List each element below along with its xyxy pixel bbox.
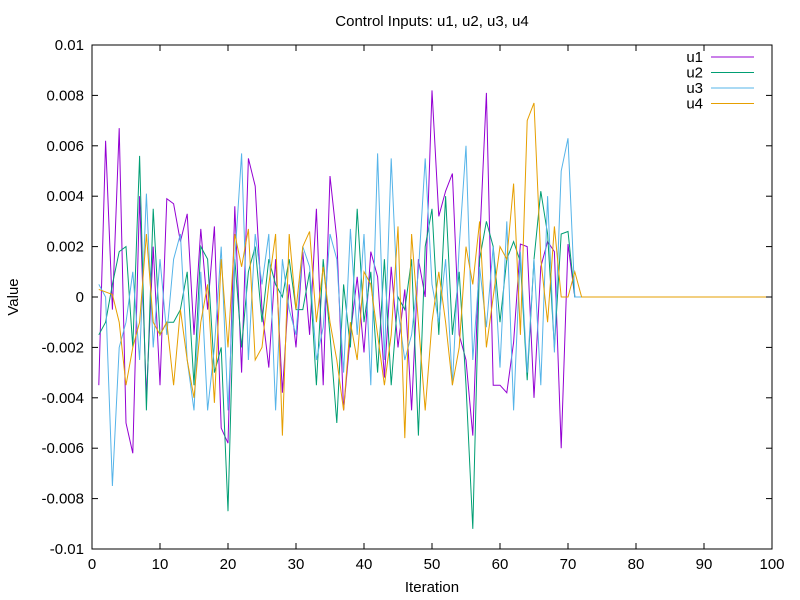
series-layer — [98, 90, 772, 529]
x-tick-label: 80 — [628, 556, 645, 573]
x-tick-label: 90 — [696, 556, 713, 573]
y-tick-label: -0.008 — [41, 491, 84, 508]
x-axis-label: Iteration — [405, 579, 459, 596]
y-tick-label: 0.002 — [46, 239, 84, 256]
series-line-u3 — [98, 138, 772, 487]
x-tick-label: 20 — [220, 556, 237, 573]
x-tick-label: 50 — [424, 556, 441, 573]
legend-label-u1: u1 — [686, 49, 703, 66]
x-tick-label: 100 — [759, 556, 784, 573]
x-tick-label: 10 — [152, 556, 169, 573]
y-tick-label: -0.006 — [41, 440, 84, 457]
y-tick-label: -0.004 — [41, 390, 84, 407]
x-tick-label: 30 — [288, 556, 305, 573]
series-line-u4 — [98, 102, 772, 439]
x-tick-label: 70 — [560, 556, 577, 573]
x-tick-label: 40 — [356, 556, 373, 573]
y-axis-label: Value — [5, 278, 22, 315]
y-tick-label: 0.006 — [46, 138, 84, 155]
x-tick-label: 0 — [88, 556, 96, 573]
y-tick-label: -0.002 — [41, 339, 84, 356]
legend-label-u2: u2 — [686, 65, 703, 82]
ticks-layer: 0 10 20 30 40 50 60 70 80 90 100 -0.01 -0.008 -0.006 -… — [41, 37, 784, 573]
y-tick-label: 0.004 — [46, 188, 84, 205]
legend-label-u3: u3 — [686, 80, 703, 97]
y-tick-label: 0.008 — [46, 87, 84, 104]
y-tick-label: 0 — [76, 289, 84, 306]
x-tick-label: 60 — [492, 556, 509, 573]
legend-label-u4: u4 — [686, 96, 703, 113]
y-tick-label: -0.01 — [50, 541, 84, 558]
chart-title: Control Inputs: u1, u2, u3, u4 — [335, 13, 528, 30]
y-tick-label: 0.01 — [55, 37, 84, 54]
